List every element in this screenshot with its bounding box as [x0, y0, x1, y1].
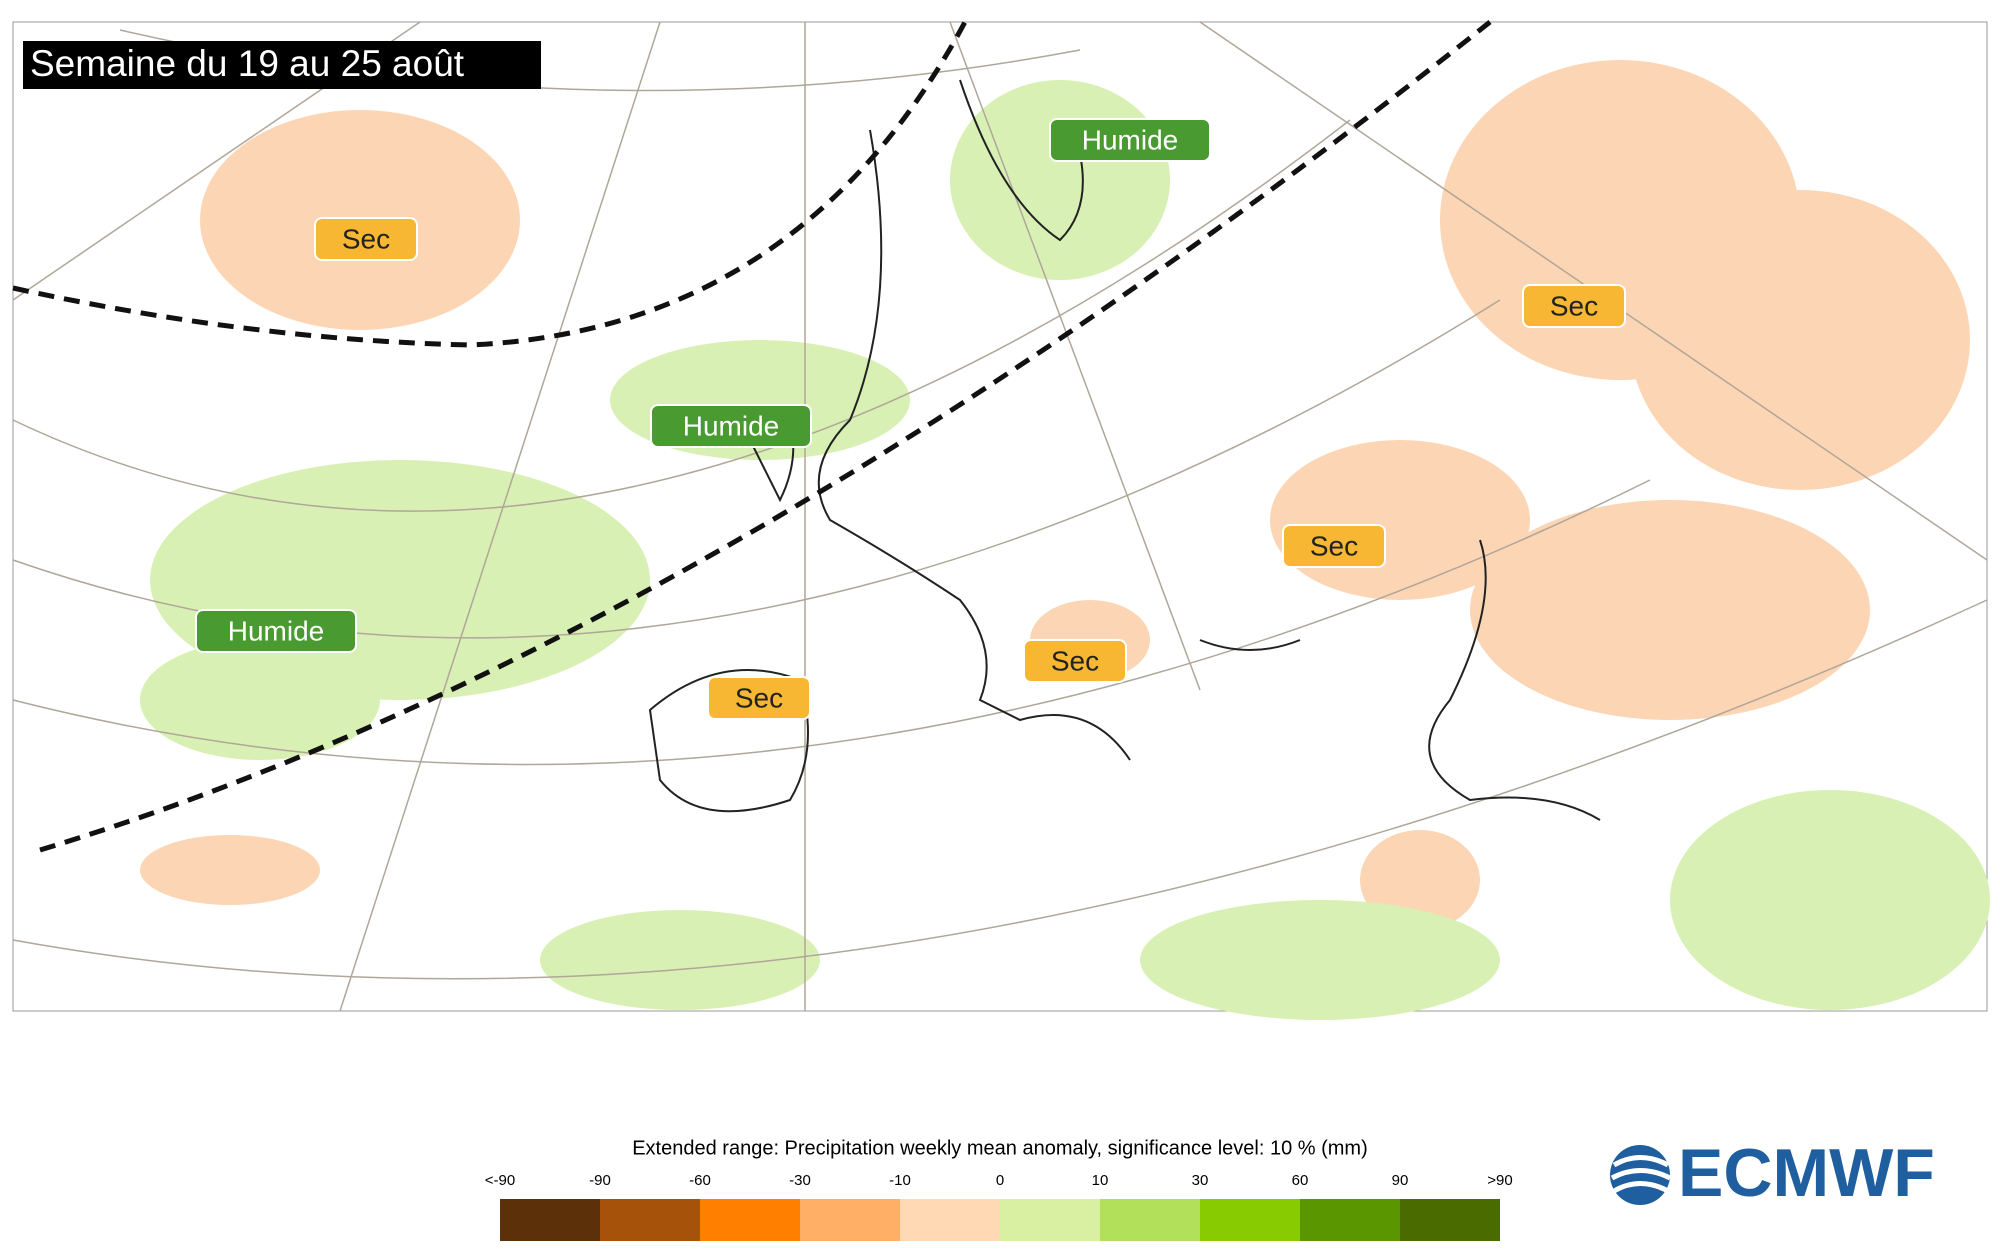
label-box — [1049, 118, 1211, 162]
map-label: Sec — [1051, 645, 1099, 676]
map-label: Humide — [1082, 124, 1178, 155]
map-label: Sec — [1310, 530, 1358, 561]
label-box — [1023, 639, 1127, 683]
map-label: Sec — [1550, 290, 1598, 321]
colorbar-segment — [800, 1199, 900, 1241]
colorbar-tick-label: -90 — [589, 1172, 611, 1189]
colorbar: <-90 -90 -60 -30 -10 0 10 30 60 90 >90 — [485, 1172, 1513, 1241]
colorbar-segment — [700, 1199, 800, 1241]
colorbar-tick-label: 10 — [1092, 1172, 1109, 1189]
colorbar-tick-label: -10 — [889, 1172, 911, 1189]
colorbar-tick-label: 30 — [1192, 1172, 1209, 1189]
label-box — [707, 676, 811, 720]
map-label: Sec — [342, 223, 390, 254]
map-label: Humide — [683, 410, 779, 441]
legend-title: Extended range: Precipitation weekly mea… — [632, 1137, 1368, 1159]
colorbar-tick-label: 60 — [1292, 1172, 1309, 1189]
colorbar-tick-label: >90 — [1487, 1172, 1512, 1189]
map-title: Semaine du 19 au 25 août — [30, 43, 465, 84]
colorbar-tick-label: <-90 — [485, 1172, 515, 1189]
label-box — [314, 217, 418, 261]
label-box — [195, 609, 357, 653]
colorbar-segment — [500, 1199, 600, 1241]
logo: ECMWF — [1610, 1135, 1935, 1211]
colorbar-segment — [1200, 1199, 1300, 1241]
map-label: Sec — [735, 682, 783, 713]
anomaly-areas — [140, 60, 1990, 1020]
colorbar-segment — [1000, 1199, 1100, 1241]
colorbar-tick-label: -60 — [689, 1172, 711, 1189]
colorbar-segment — [900, 1199, 1000, 1241]
label-box — [1282, 524, 1386, 568]
map: Semaine du 19 au 25 août Sec Humide Humide… — [12, 20, 1990, 1020]
label-box — [1522, 284, 1626, 328]
colorbar-segment — [1300, 1199, 1400, 1241]
title-box: Semaine du 19 au 25 août — [23, 41, 541, 89]
colorbar-tick-label: 90 — [1392, 1172, 1409, 1189]
boundary-lines — [12, 20, 1492, 853]
colorbar-tick-label: 0 — [996, 1172, 1004, 1189]
logo-text: ECMWF — [1678, 1135, 1935, 1211]
map-label: Humide — [228, 615, 324, 646]
colorbar-tick-label: -30 — [789, 1172, 811, 1189]
coastlines — [648, 79, 1601, 821]
label-box — [650, 404, 812, 448]
colorbar-segment — [600, 1199, 700, 1241]
colorbar-segment — [1100, 1199, 1200, 1241]
colorbar-segment — [1400, 1199, 1500, 1241]
